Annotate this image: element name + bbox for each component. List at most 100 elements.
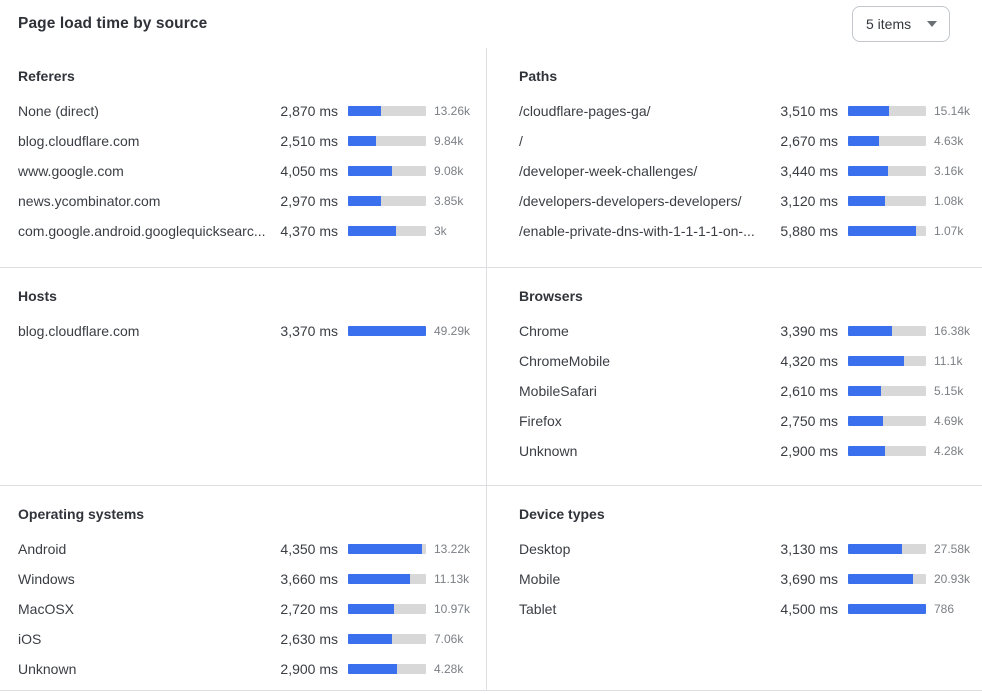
row-count-value: 3.85k	[434, 194, 464, 208]
row-bar-track	[348, 226, 426, 236]
row-bar-fill	[348, 106, 381, 116]
metric-row: /enable-private-dns-with-1-1-1-1-on-... …	[519, 216, 970, 246]
row-count-value: 13.22k	[434, 542, 471, 556]
row-bar-track	[348, 604, 426, 614]
row-load-time-value: 3,510 ms	[780, 103, 838, 119]
hosts-rows: blog.cloudflare.com 3,370 ms 49.29k	[18, 316, 470, 346]
row-bar-track	[348, 574, 426, 584]
row-bar-track	[348, 326, 426, 336]
row-count-value: 9.08k	[434, 164, 464, 178]
browsers-rows: Chrome 3,390 ms 16.38k ChromeMobile 4,32…	[519, 316, 970, 466]
row-load-time-value: 3,690 ms	[780, 571, 838, 587]
metric-row: Android 4,350 ms 13.22k	[18, 534, 470, 564]
row-bar-fill	[848, 386, 881, 396]
row-load-time-value: 2,870 ms	[280, 103, 338, 119]
row-bar-track	[348, 196, 426, 206]
row-bar-track	[848, 166, 926, 176]
row-bar-track	[848, 326, 926, 336]
items-count-dropdown[interactable]: 5 items	[852, 6, 950, 42]
row-bar-fill	[848, 574, 913, 584]
row-bar-fill	[348, 574, 410, 584]
row-load-time-value: 3,120 ms	[780, 193, 838, 209]
row-label: /	[519, 133, 523, 149]
referers-rows: None (direct) 2,870 ms 13.26k blog.cloud…	[18, 96, 470, 246]
page-title: Page load time by source	[18, 15, 208, 32]
metric-row: blog.cloudflare.com 2,510 ms 9.84k	[18, 126, 470, 156]
metric-row: Mobile 3,690 ms 20.93k	[519, 564, 970, 594]
row-load-time-value: 3,370 ms	[280, 323, 338, 339]
row-bar-track	[348, 544, 426, 554]
row-bar-fill	[848, 544, 902, 554]
row-label: None (direct)	[18, 103, 99, 119]
row-load-time-value: 2,610 ms	[780, 383, 838, 399]
row-count-value: 3.16k	[934, 164, 964, 178]
row-count-value: 4.28k	[434, 662, 464, 676]
row-label: ChromeMobile	[519, 353, 611, 369]
chevron-down-icon	[927, 21, 937, 27]
row-bar-track	[848, 106, 926, 116]
row-count-value: 11.1k	[934, 354, 963, 368]
metric-row: /cloudflare-pages-ga/ 3,510 ms 15.14k	[519, 96, 970, 126]
row-label: blog.cloudflare.com	[18, 133, 140, 149]
row-count-value: 11.13k	[434, 572, 470, 586]
row-count-value: 9.84k	[434, 134, 464, 148]
row-label: Mobile	[519, 571, 561, 587]
section-referers-paths: Referers None (direct) 2,870 ms 13.26k b…	[0, 48, 982, 267]
row-load-time-value: 3,130 ms	[780, 541, 838, 557]
row-bar-track	[848, 196, 926, 206]
panel-title-paths: Paths	[519, 68, 558, 84]
row-bar-track	[848, 386, 926, 396]
row-bar-fill	[348, 196, 381, 206]
metric-row: blog.cloudflare.com 3,370 ms 49.29k	[18, 316, 470, 346]
row-load-time-value: 3,390 ms	[780, 323, 838, 339]
items-count-dropdown-label: 5 items	[866, 16, 912, 32]
metric-row: /developer-week-challenges/ 3,440 ms 3.1…	[519, 156, 970, 186]
row-label: blog.cloudflare.com	[18, 323, 140, 339]
metric-row: Tablet 4,500 ms 786	[519, 594, 970, 624]
row-label: /developer-week-challenges/	[519, 163, 698, 179]
row-count-value: 15.14k	[934, 104, 971, 118]
row-bar-track	[848, 446, 926, 456]
metric-row: MobileSafari 2,610 ms 5.15k	[519, 376, 970, 406]
row-count-value: 4.69k	[934, 414, 964, 428]
row-count-value: 4.28k	[934, 444, 964, 458]
metric-row: Chrome 3,390 ms 16.38k	[519, 316, 970, 346]
row-bar-fill	[848, 136, 880, 146]
panel-operating-systems: Operating systems Android 4,350 ms 13.22…	[0, 486, 486, 690]
metric-row: www.google.com 4,050 ms 9.08k	[18, 156, 470, 186]
row-bar-fill	[848, 326, 893, 336]
row-load-time-value: 2,970 ms	[280, 193, 338, 209]
widget-header: Page load time by source 5 items	[0, 0, 982, 48]
row-count-value: 10.97k	[434, 602, 471, 616]
row-count-value: 16.38k	[934, 324, 971, 338]
row-bar-fill	[848, 166, 888, 176]
metric-row: Windows 3,660 ms 11.13k	[18, 564, 470, 594]
row-count-value: 5.15k	[934, 384, 964, 398]
row-bar-fill	[348, 604, 395, 614]
row-bar-track	[348, 664, 426, 674]
panel-title-referers: Referers	[18, 68, 75, 84]
metric-row: Unknown 2,900 ms 4.28k	[18, 654, 470, 684]
section-os-devices: Operating systems Android 4,350 ms 13.22…	[0, 485, 982, 691]
row-bar-track	[848, 356, 926, 366]
row-bar-track	[848, 226, 926, 236]
row-load-time-value: 4,050 ms	[280, 163, 338, 179]
row-bar-track	[848, 574, 926, 584]
row-label: news.ycombinator.com	[18, 193, 161, 209]
row-bar-fill	[848, 604, 926, 614]
row-count-value: 1.08k	[934, 194, 964, 208]
metric-row: / 2,670 ms 4.63k	[519, 126, 970, 156]
row-load-time-value: 4,350 ms	[280, 541, 338, 557]
row-label: MacOSX	[18, 601, 75, 617]
row-label: /enable-private-dns-with-1-1-1-1-on-...	[519, 223, 755, 239]
row-label: com.google.android.googlequicksearc...	[18, 223, 266, 239]
panel-hosts: Hosts blog.cloudflare.com 3,370 ms 49.29…	[0, 268, 486, 485]
row-count-value: 4.63k	[934, 134, 964, 148]
row-bar-fill	[348, 326, 426, 336]
panel-browsers: Browsers Chrome 3,390 ms 16.38k ChromeMo…	[486, 268, 982, 485]
row-load-time-value: 2,510 ms	[280, 133, 338, 149]
row-bar-track	[348, 106, 426, 116]
metric-row: iOS 2,630 ms 7.06k	[18, 624, 470, 654]
row-load-time-value: 5,880 ms	[780, 223, 838, 239]
row-count-value: 3k	[434, 224, 447, 238]
